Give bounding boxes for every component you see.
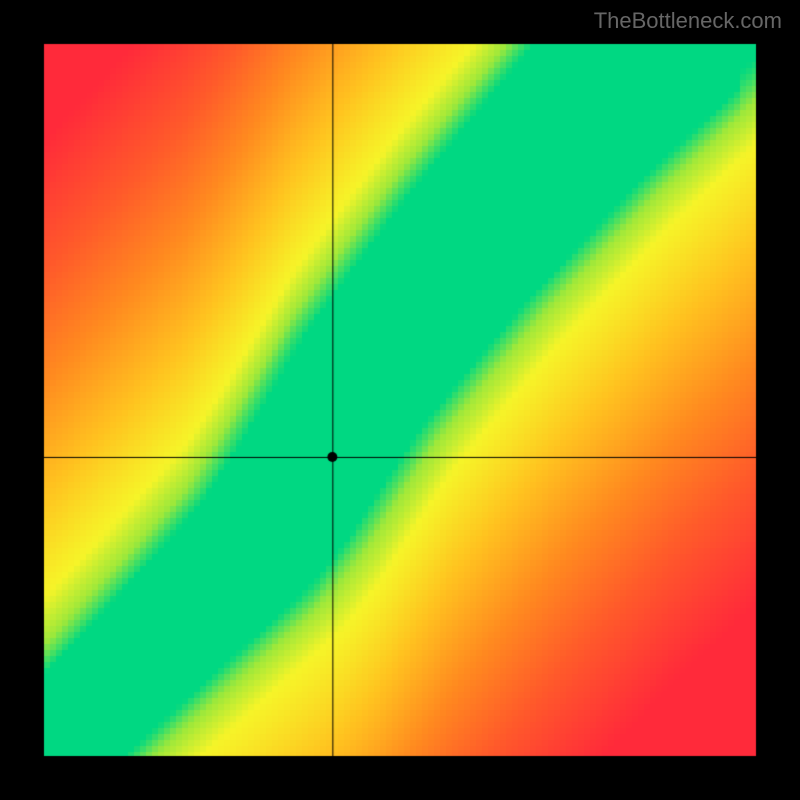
watermark-text: TheBottleneck.com	[594, 8, 782, 34]
heatmap-canvas	[0, 0, 800, 800]
bottleneck-heatmap-container: TheBottleneck.com	[0, 0, 800, 800]
